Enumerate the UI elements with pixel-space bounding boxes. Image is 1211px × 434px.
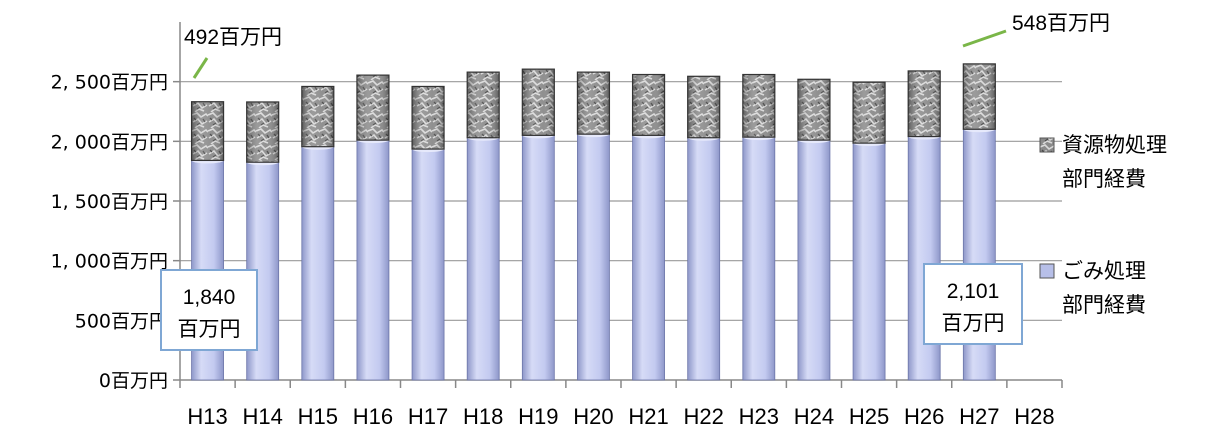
bar-group	[521, 68, 555, 381]
bar-resource-shade	[631, 73, 666, 136]
legend-swatch-garbage	[1039, 263, 1055, 279]
bar-group	[852, 81, 886, 381]
bar-resource-shade	[962, 63, 996, 130]
bar-group	[301, 85, 335, 381]
callout-first-unit: 百万円	[178, 318, 241, 341]
legend-label-garbage-line1: ごみ処理	[1062, 259, 1146, 283]
bar-resource-shade	[466, 71, 500, 139]
leader-line-last	[962, 29, 1007, 48]
bar-garbage	[356, 139, 390, 381]
bar-resource-shade	[797, 78, 831, 141]
bar-resource-shade	[356, 74, 390, 141]
x-tick-label: H24	[794, 404, 834, 429]
bar-group	[742, 73, 776, 381]
x-tick-label: H17	[408, 404, 448, 429]
callout-last-unit: 百万円	[942, 312, 1005, 335]
bar-group	[687, 75, 721, 381]
y-axis-tick-labels: 0百万円 500百万円 1, 000百万円 1, 500百万円 2, 000百万円 2, …	[51, 72, 168, 392]
bar-group	[411, 85, 445, 381]
callout-last: 2,101 百万円	[923, 263, 1023, 345]
legend-label-resource-line1: 資源物処理	[1062, 133, 1167, 157]
callout-first-value: 1,840	[183, 286, 236, 309]
bar-garbage	[577, 133, 610, 381]
bar-garbage	[742, 136, 776, 381]
bar-resource-shade	[301, 85, 335, 148]
x-tick-label: H18	[463, 404, 503, 429]
bar-group	[356, 74, 390, 381]
bar-resource-shade	[411, 85, 445, 150]
legend: 資源物処理 部門経費 ごみ処理 部門経費	[1039, 133, 1167, 317]
y-tick-label: 2, 500百万円	[51, 72, 168, 94]
bar-group	[246, 101, 280, 381]
legend-label-resource-line2: 部門経費	[1062, 167, 1146, 191]
bar-garbage	[852, 142, 886, 381]
bar-garbage	[797, 139, 831, 381]
bar-resource-shade	[246, 101, 280, 163]
legend-swatch-resource	[1039, 137, 1055, 153]
x-tick-label: H26	[904, 404, 944, 429]
leader-line-first	[192, 57, 209, 79]
bar-group	[466, 71, 500, 381]
legend-label-garbage-line2: 部門経費	[1062, 293, 1146, 317]
x-tick-label: H28	[1014, 404, 1054, 429]
x-tick-label: H23	[739, 404, 779, 429]
y-tick-label: 0百万円	[99, 370, 168, 392]
bar-garbage	[466, 137, 500, 381]
bar-garbage	[521, 134, 555, 381]
x-axis-tick-labels: H13 H14 H15 H16 H17 H18 H19 H20 H21 H22 H23 H24 H25 H…	[187, 404, 1054, 429]
bar-resource-shade	[742, 73, 776, 138]
bar-garbage	[687, 137, 721, 381]
x-tick-label: H19	[518, 404, 558, 429]
bar-resource-shade	[852, 81, 886, 144]
annotation-last-top: 548百万円	[1012, 12, 1110, 35]
bars	[190, 63, 996, 381]
x-tick-label: H15	[298, 404, 338, 429]
x-tick-label: H22	[684, 404, 724, 429]
bar-resource-shade	[190, 101, 225, 162]
x-tick-label: H14	[243, 404, 283, 429]
bar-resource-shade	[521, 68, 555, 136]
bar-garbage	[301, 146, 335, 381]
x-tick-label: H25	[849, 404, 889, 429]
x-tick-label: H16	[353, 404, 393, 429]
callout-first: 1,840 百万円	[160, 269, 258, 351]
bar-group	[576, 71, 611, 381]
y-tick-label: 1, 000百万円	[51, 251, 168, 273]
bar-group	[631, 73, 666, 381]
x-tick-label: H20	[573, 404, 613, 429]
x-tick-label: H21	[628, 404, 668, 429]
y-tick-label: 500百万円	[75, 310, 168, 332]
bar-garbage	[632, 134, 665, 381]
x-tick-label: H27	[959, 404, 999, 429]
annotation-first-top: 492百万円	[184, 26, 282, 49]
bar-resource-shade	[907, 70, 941, 138]
bar-garbage	[411, 148, 445, 381]
callout-last-value: 2,101	[947, 280, 1000, 303]
bar-resource-shade	[576, 71, 611, 135]
x-tick-label: H13	[187, 404, 227, 429]
y-tick-label: 2, 000百万円	[51, 131, 168, 153]
bar-group	[797, 78, 831, 381]
y-tick-label: 1, 500百万円	[51, 191, 168, 213]
bar-resource-shade	[687, 75, 721, 139]
